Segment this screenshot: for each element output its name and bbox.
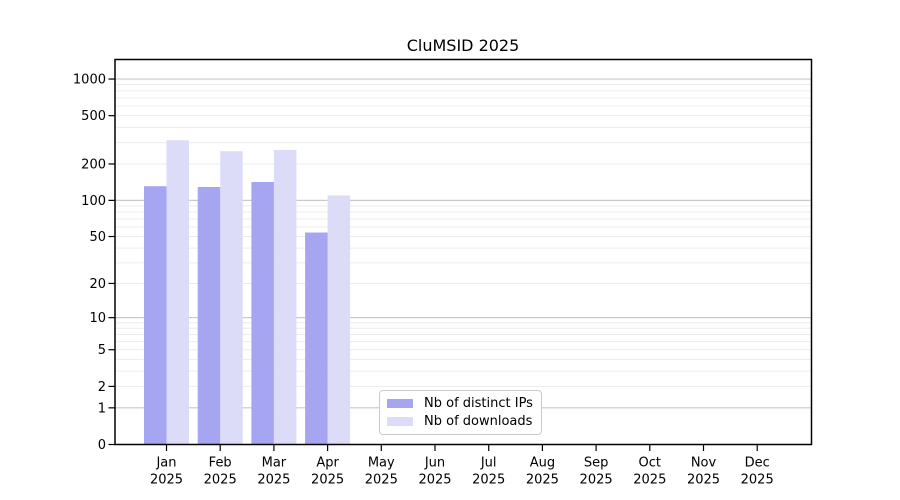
y-tick-label: 10 — [89, 311, 106, 326]
legend-label-downloads: Nb of downloads — [424, 414, 533, 429]
y-tick-label: 2 — [98, 380, 106, 395]
bar-distinct-ips-apr — [305, 232, 328, 445]
y-tick-label: 500 — [81, 109, 106, 124]
x-tick-label-year: 2025 — [257, 473, 290, 488]
axis-labels: 0 1 2 5 10 20 50 100 200 500 1000 Jan 2025 Feb 2025 Mar… — [73, 73, 774, 488]
x-tick-label-month: Mar — [262, 456, 287, 471]
axes — [108, 58, 813, 451]
x-tick-label-year: 2025 — [526, 473, 559, 488]
y-tick-label: 0 — [98, 438, 106, 453]
x-tick-label-month: Apr — [316, 456, 339, 471]
legend-swatch-distinct-ips — [387, 399, 413, 408]
legend-item-distinct-ips: Nb of distinct IPs — [387, 396, 541, 411]
bar-downloads-apr — [327, 195, 351, 445]
plot-frame — [114, 58, 813, 446]
bar-downloads-jan — [166, 140, 189, 445]
x-tick-label-year: 2025 — [472, 473, 505, 488]
x-tick-label-month: Feb — [209, 456, 232, 471]
x-tick-label-year: 2025 — [204, 473, 237, 488]
y-tick-label: 5 — [98, 343, 106, 358]
x-tick-label-year: 2025 — [633, 473, 666, 488]
bar-distinct-ips-jan — [144, 186, 167, 445]
x-tick-label-month: Sep — [584, 456, 609, 471]
x-tick-label-year: 2025 — [150, 473, 183, 488]
x-tick-label-month: Jun — [424, 456, 445, 471]
x-tick-label-month: Jul — [480, 456, 497, 471]
x-tick-label-month: Aug — [530, 456, 555, 471]
bar-downloads-feb — [220, 151, 243, 445]
x-tick-label-month: Jan — [155, 456, 176, 471]
bar-downloads-mar — [273, 149, 297, 445]
x-tick-label-year: 2025 — [741, 473, 774, 488]
x-tick-label-year: 2025 — [580, 473, 613, 488]
y-tick-label: 50 — [89, 230, 106, 245]
x-tick-label-month: Dec — [745, 456, 770, 471]
legend-swatch-downloads — [387, 417, 413, 426]
x-tick-label-month: May — [368, 456, 395, 471]
y-tick-label: 1 — [98, 401, 106, 416]
x-tick-label-month: Oct — [639, 456, 661, 471]
y-tick-label: 20 — [89, 277, 106, 292]
bars — [144, 140, 351, 445]
y-tick-label: 1000 — [73, 73, 106, 88]
bar-distinct-ips-feb — [197, 187, 221, 445]
legend-label-distinct-ips: Nb of distinct IPs — [424, 396, 533, 411]
x-tick-label-year: 2025 — [311, 473, 344, 488]
y-tick-label: 200 — [81, 157, 106, 172]
y-tick-label: 100 — [81, 194, 106, 209]
bar-distinct-ips-mar — [251, 181, 274, 445]
x-tick-label-year: 2025 — [687, 473, 720, 488]
legend-item-downloads: Nb of downloads — [387, 414, 541, 429]
x-tick-label-year: 2025 — [365, 473, 398, 488]
x-tick-label-year: 2025 — [418, 473, 451, 488]
chart-title: CluMSID 2025 — [407, 36, 520, 55]
legend: Nb of distinct IPs Nb of downloads — [379, 390, 542, 435]
x-tick-label-month: Nov — [691, 456, 717, 471]
